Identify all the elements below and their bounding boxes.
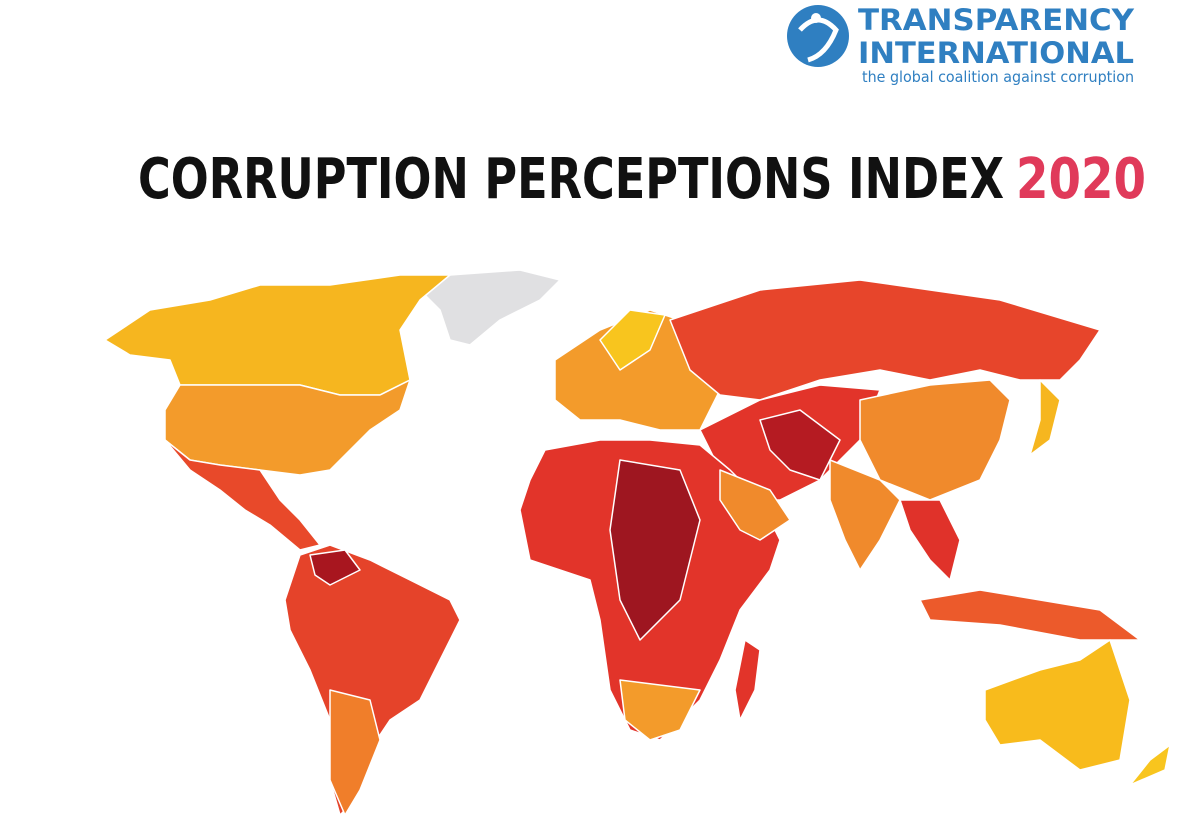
- logo-line2: INTERNATIONAL: [858, 36, 1134, 70]
- south-america: [284, 544, 461, 816]
- southern-cone: [329, 689, 381, 816]
- title-year: 2020: [1016, 147, 1146, 212]
- world-map: [104, 269, 1171, 816]
- indonesia: [919, 589, 1141, 641]
- logo-head: [811, 13, 821, 23]
- mexico: [164, 439, 321, 551]
- venezuela: [309, 549, 361, 586]
- logo-figure: [798, 17, 839, 63]
- iran-afghanistan: [759, 409, 841, 481]
- china: [859, 379, 1011, 501]
- logo-globe: [787, 5, 849, 67]
- india: [829, 459, 901, 571]
- australia: [984, 639, 1131, 771]
- usa: [164, 379, 411, 476]
- southeast-asia: [899, 499, 961, 581]
- scandinavia: [599, 309, 666, 371]
- russia: [669, 279, 1101, 401]
- southern-africa: [619, 679, 701, 741]
- canada: [104, 274, 451, 396]
- arabia: [719, 469, 791, 541]
- logo-tagline: the global coalition against corruption: [862, 68, 1134, 86]
- logo-line1: TRANSPARENCY: [858, 3, 1135, 37]
- new-zealand: [1129, 744, 1171, 786]
- central-africa: [609, 459, 701, 641]
- title: CORRUPTION PERCEPTIONS INDEX: [138, 147, 1004, 212]
- japan: [1029, 379, 1061, 456]
- logo: TRANSPARENCY INTERNATIONAL the global co…: [787, 3, 1135, 86]
- greenland: [419, 269, 561, 346]
- madagascar: [734, 639, 761, 721]
